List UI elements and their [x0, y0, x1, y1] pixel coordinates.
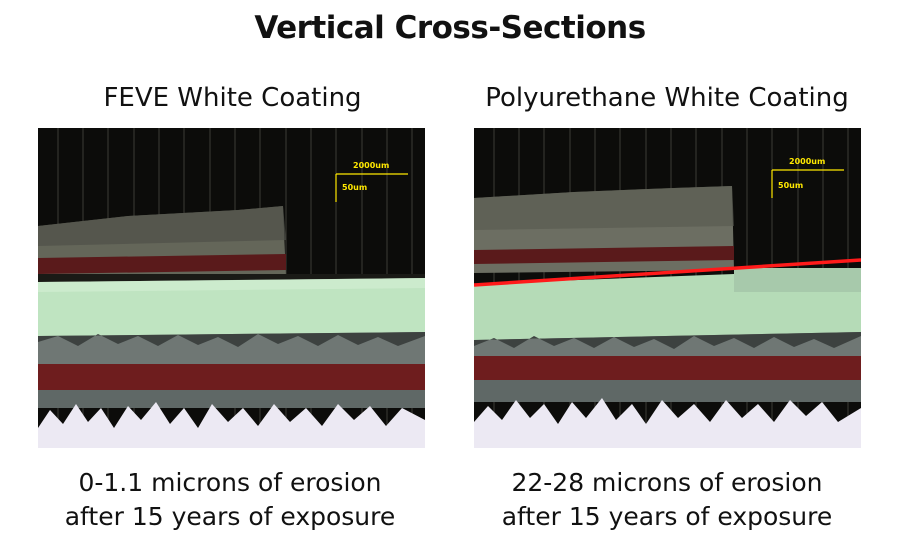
horizontal-scale-label: 2000um [353, 161, 389, 170]
polyurethane-panel-heading: Polyurethane White Coating [485, 83, 849, 113]
feve-caption-line-1: 0-1.1 microns of erosion [78, 468, 382, 497]
scale-bar [335, 173, 408, 202]
polyurethane-caption-line-1: 22-28 microns of erosion [511, 468, 823, 497]
polyurethane-cross-section-image: 2000um 50um [474, 128, 861, 448]
vertical-scale-label: 50um [342, 183, 367, 192]
page-title: Vertical Cross-Sections [254, 10, 646, 46]
feve-caption: 0-1.1 microns of erosion after 15 years … [30, 466, 430, 534]
horizontal-scale-label: 2000um [789, 157, 825, 166]
feve-cross-section-image: 2000um 50um [38, 128, 425, 448]
feve-panel-heading: FEVE White Coating [103, 83, 362, 113]
feve-caption-line-2: after 15 years of exposure [64, 502, 396, 531]
polyurethane-caption-line-2: after 15 years of exposure [501, 502, 833, 531]
vertical-scale-label: 50um [778, 181, 803, 190]
erosion-reference-line [474, 258, 861, 287]
scale-bar [771, 169, 844, 198]
polyurethane-caption: 22-28 microns of erosion after 15 years … [462, 466, 872, 534]
